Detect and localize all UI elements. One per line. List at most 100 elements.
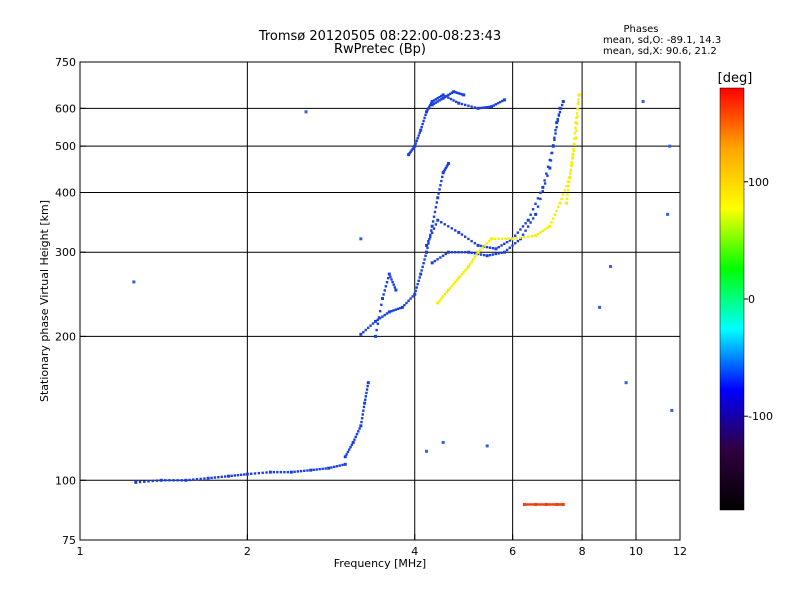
data-point xyxy=(293,470,296,474)
data-point xyxy=(508,239,512,242)
data-point xyxy=(561,502,565,506)
phases-line-o: mean, sd,O: -89.1, 14.3 xyxy=(603,35,721,46)
x-tick-label: 10 xyxy=(629,545,643,558)
data-point xyxy=(243,473,246,476)
data-point xyxy=(434,206,438,209)
data-point xyxy=(526,225,530,228)
data-point xyxy=(536,205,540,208)
colorbar-tick-label: -100 xyxy=(748,410,773,423)
data-point xyxy=(541,185,545,189)
data-point xyxy=(220,475,223,479)
data-point xyxy=(670,408,674,412)
data-point xyxy=(528,503,532,506)
data-point xyxy=(560,103,564,107)
data-point xyxy=(433,259,437,263)
data-point xyxy=(467,265,471,269)
data-point xyxy=(439,184,442,187)
data-point xyxy=(460,102,464,106)
y-tick-label: 600 xyxy=(55,102,76,115)
data-point xyxy=(385,281,389,284)
data-point xyxy=(503,242,506,246)
data-point xyxy=(481,106,484,109)
data-point xyxy=(558,106,562,110)
data-point xyxy=(565,201,569,205)
data-point xyxy=(346,450,350,454)
data-point xyxy=(411,295,414,298)
data-point xyxy=(470,239,473,243)
data-point xyxy=(598,305,602,309)
data-point xyxy=(303,469,306,473)
data-point xyxy=(386,276,390,280)
data-point xyxy=(411,147,414,151)
data-point xyxy=(441,440,445,444)
data-point xyxy=(422,261,425,265)
data-point xyxy=(440,98,443,101)
data-point xyxy=(562,193,565,196)
data-point xyxy=(441,96,445,100)
data-point xyxy=(380,297,384,301)
data-point xyxy=(444,252,447,256)
data-point xyxy=(555,209,558,213)
data-point xyxy=(422,119,425,123)
data-point xyxy=(418,131,421,135)
data-point xyxy=(530,234,534,238)
data-point xyxy=(236,473,240,477)
data-point xyxy=(376,322,380,325)
data-point xyxy=(445,165,448,168)
data-point xyxy=(365,388,369,391)
data-point xyxy=(425,250,429,254)
data-point xyxy=(519,236,522,239)
data-point xyxy=(555,121,559,125)
data-point xyxy=(556,117,559,121)
data-point xyxy=(318,467,321,471)
data-point xyxy=(450,91,454,94)
phases-title: Phases xyxy=(623,24,658,35)
data-point xyxy=(430,261,434,265)
data-point xyxy=(570,161,574,164)
data-point xyxy=(550,151,553,155)
data-point xyxy=(502,250,506,254)
data-point xyxy=(482,253,486,257)
data-point xyxy=(155,479,159,482)
data-point xyxy=(445,94,448,98)
data-point xyxy=(538,503,541,506)
data-point xyxy=(420,125,423,129)
data-point xyxy=(296,470,300,473)
data-point xyxy=(557,205,560,209)
data-point xyxy=(349,446,352,449)
data-point xyxy=(516,239,520,243)
data-point xyxy=(424,254,427,258)
data-point xyxy=(332,465,336,469)
data-point xyxy=(529,213,532,216)
data-point xyxy=(423,116,426,120)
data-point xyxy=(492,104,495,107)
data-point xyxy=(571,153,575,157)
data-point xyxy=(521,225,525,228)
data-point xyxy=(436,258,439,261)
data-point xyxy=(500,251,503,254)
data-point xyxy=(462,271,465,274)
data-point xyxy=(449,97,453,101)
data-point xyxy=(624,381,628,385)
data-point xyxy=(460,233,464,236)
data-point xyxy=(467,237,470,241)
data-point xyxy=(479,106,482,110)
data-point xyxy=(563,189,567,192)
data-point xyxy=(430,231,434,235)
data-point xyxy=(431,220,435,223)
x-tick-label: 2 xyxy=(244,545,251,558)
data-point xyxy=(391,280,394,284)
data-point xyxy=(485,444,489,448)
data-point xyxy=(441,175,444,179)
data-point xyxy=(371,322,375,325)
data-point xyxy=(481,246,484,249)
data-point xyxy=(272,470,276,474)
data-point xyxy=(572,148,575,151)
data-point xyxy=(420,269,423,272)
data-point xyxy=(515,237,518,240)
data-point xyxy=(359,424,363,428)
data-point xyxy=(491,247,495,250)
data-point xyxy=(504,237,507,241)
data-point xyxy=(283,470,286,474)
data-point xyxy=(476,252,480,256)
